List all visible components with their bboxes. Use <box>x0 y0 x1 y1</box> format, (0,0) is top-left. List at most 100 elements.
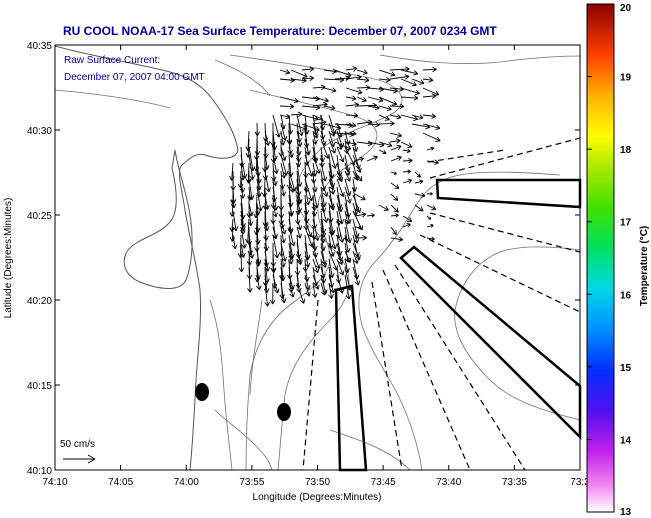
station-marker <box>277 403 291 421</box>
current-vector <box>312 154 321 174</box>
y-axis-label: Latitude (Degrees:Minutes) <box>3 198 14 319</box>
current-vector <box>320 282 327 296</box>
x-tick-label: 73:50 <box>305 477 330 488</box>
current-vector <box>389 103 405 110</box>
current-vector <box>356 77 370 83</box>
current-vector <box>352 242 361 260</box>
current-vector <box>280 282 287 304</box>
current-vector <box>356 69 368 75</box>
colorbar-tick-label: 18 <box>620 145 632 156</box>
current-vector <box>426 146 435 151</box>
current-vector <box>279 96 299 104</box>
current-vector <box>304 178 314 202</box>
current-vector <box>328 138 336 154</box>
current-vector <box>232 210 239 232</box>
current-vector <box>328 274 336 294</box>
current-vector <box>272 274 280 294</box>
current-vector <box>312 250 321 269</box>
current-vector <box>345 140 357 147</box>
current-vector <box>328 170 336 195</box>
current-vector <box>328 282 334 299</box>
current-vector <box>304 138 311 156</box>
current-vector <box>422 93 437 99</box>
current-vector <box>288 226 296 247</box>
current-vector <box>414 179 424 185</box>
current-vector <box>354 235 367 241</box>
y-tick-label: 40:25 <box>27 211 52 222</box>
current-vector <box>422 113 436 119</box>
current-vector <box>390 144 402 151</box>
current-vector <box>422 123 441 131</box>
annotation-line1: Raw Surface Current: <box>64 55 160 66</box>
scale-label: 50 cm/s <box>60 439 95 450</box>
x-tick-label: 73:3 <box>570 477 590 488</box>
current-vector-field <box>229 66 441 307</box>
x-tick-label: 73:45 <box>371 477 396 488</box>
current-vector <box>312 282 318 298</box>
current-vector <box>389 132 402 138</box>
current-vector <box>304 146 310 166</box>
colorbar: 20 19 18 17 16 15 14 13 Temperature (°C) <box>586 3 650 518</box>
current-vector <box>400 69 419 76</box>
x-tick-label: 73:55 <box>239 477 264 488</box>
current-vector <box>411 114 424 120</box>
current-vector <box>390 226 397 235</box>
x-tick-label: 73:35 <box>502 477 527 488</box>
current-vector <box>426 192 433 196</box>
current-vector <box>426 223 434 228</box>
map-plot: Raw Surface Current: December 07, 2007 0… <box>54 44 582 472</box>
current-vector <box>400 95 419 101</box>
current-vector <box>390 236 404 243</box>
colorbar-tick-label: 16 <box>620 290 632 301</box>
current-vector <box>402 158 413 164</box>
current-vector <box>390 204 399 213</box>
current-vector <box>422 77 434 83</box>
current-vector <box>264 170 271 193</box>
x-tick-label: 73:40 <box>436 477 461 488</box>
current-vector <box>400 141 413 149</box>
current-vector <box>378 204 389 211</box>
current-vector <box>367 121 380 128</box>
current-vector <box>323 123 342 131</box>
current-vector <box>426 215 432 220</box>
x-tick-label: 74:00 <box>174 477 199 488</box>
current-vector <box>290 69 308 78</box>
current-vector <box>336 218 345 243</box>
current-vector <box>256 274 262 290</box>
current-vector <box>389 113 402 120</box>
current-vector <box>390 155 402 162</box>
y-axis: 40:35 40:30 40:25 40:20 40:15 40:10 <box>27 41 580 477</box>
current-vector <box>426 236 435 241</box>
colorbar-tick-label: 14 <box>620 435 632 446</box>
current-vector <box>378 69 396 77</box>
current-vector <box>422 132 441 142</box>
radial-lines <box>302 137 581 471</box>
station-marker <box>195 383 209 401</box>
colorbar-label: Temperature (°C) <box>639 226 650 307</box>
current-vector <box>336 250 344 265</box>
current-vector <box>231 234 238 250</box>
current-vector <box>344 250 352 263</box>
current-vector <box>288 178 295 193</box>
current-vector <box>402 169 411 174</box>
current-vector <box>354 193 366 201</box>
current-vector <box>312 101 328 108</box>
current-vector <box>301 123 320 132</box>
depth-contour <box>214 299 273 470</box>
current-vector <box>345 87 363 95</box>
current-vector <box>402 178 413 184</box>
current-vector <box>272 154 279 174</box>
current-vector <box>352 194 362 213</box>
depth-contour <box>55 59 271 470</box>
current-vector <box>272 234 280 259</box>
current-vector <box>280 154 289 176</box>
annotation-line2: December 07, 2007 04:00 GMT <box>64 72 205 83</box>
coastline-inner <box>123 149 193 289</box>
current-vector <box>378 77 391 83</box>
depth-contour <box>358 171 561 470</box>
current-vector <box>323 105 336 111</box>
current-vector <box>320 178 329 197</box>
current-vector <box>312 96 329 103</box>
current-vector <box>290 123 307 131</box>
